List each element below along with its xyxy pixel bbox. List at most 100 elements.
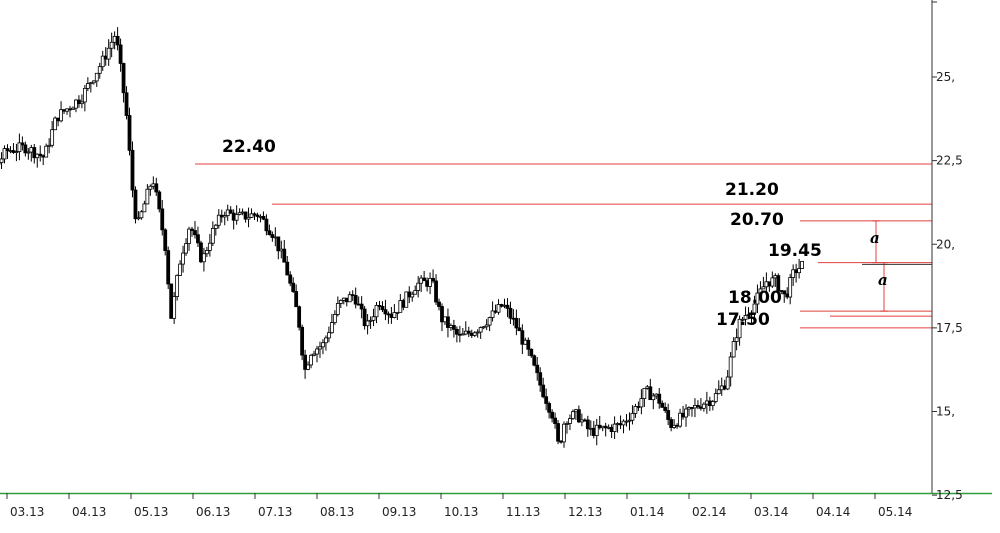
candle-body <box>262 216 265 219</box>
candle-body <box>702 404 705 408</box>
candle-body <box>488 317 491 325</box>
candle-body <box>247 217 250 219</box>
x-tick-label: 06.13 <box>196 505 230 519</box>
candle-body <box>613 424 616 431</box>
candle-body <box>405 292 408 307</box>
candle-body <box>414 290 417 294</box>
candle-body <box>375 305 378 316</box>
candle-body <box>628 420 631 421</box>
candle-body <box>71 108 74 109</box>
candle-body <box>729 357 732 377</box>
candle-body <box>670 420 673 428</box>
candle-body <box>604 426 607 428</box>
candle-body <box>679 413 682 426</box>
candle-body <box>173 297 176 319</box>
candle-body <box>696 405 699 406</box>
candle-body <box>485 325 488 327</box>
candle-body <box>179 264 182 275</box>
candle-body <box>521 331 524 345</box>
level-label: 19.45 <box>768 241 822 261</box>
candle-body <box>577 410 580 422</box>
candle-body <box>732 342 735 357</box>
candle-body <box>199 243 202 262</box>
level-label: 17.50 <box>716 310 770 330</box>
candle-body <box>708 401 711 406</box>
candle-body <box>589 428 592 429</box>
candle-body <box>134 190 137 219</box>
candle-body <box>557 424 560 442</box>
candle-body <box>342 298 345 300</box>
candle-body <box>307 365 310 369</box>
candle-body <box>690 407 693 408</box>
candle-body <box>60 110 63 121</box>
candle-body <box>619 424 622 425</box>
candle-body <box>333 314 336 322</box>
candle-body <box>211 228 214 243</box>
candle-body <box>384 310 387 314</box>
candle-body <box>66 109 69 111</box>
candle-body <box>765 282 768 287</box>
candle-body <box>664 407 667 410</box>
candle-body <box>301 327 304 355</box>
candle-body <box>205 250 208 253</box>
candle-body <box>440 307 443 322</box>
candle-body <box>241 212 244 213</box>
candle-body <box>455 329 458 334</box>
candle-body <box>625 421 628 422</box>
candle-body <box>259 216 262 217</box>
candle-body <box>188 229 191 243</box>
candle-body <box>595 425 598 435</box>
candle-body <box>336 303 339 314</box>
candle-body <box>292 283 295 291</box>
candle-body <box>699 407 702 408</box>
candle-body <box>176 275 179 296</box>
candle-body <box>345 298 348 302</box>
candle-body <box>601 426 604 427</box>
candle-body <box>563 424 566 442</box>
candle-body <box>390 314 393 317</box>
level-label: 18.00 <box>728 288 782 308</box>
candle-body <box>560 441 563 442</box>
candle-body <box>429 278 432 286</box>
candle-body <box>51 130 54 146</box>
candle-body <box>86 84 89 89</box>
candle-body <box>774 276 777 278</box>
candle-body <box>494 311 497 312</box>
candle-body <box>235 214 238 220</box>
candle-body <box>238 213 241 215</box>
candle-body <box>411 294 414 297</box>
candle-body <box>283 249 286 262</box>
candle-body <box>717 390 720 394</box>
candle-body <box>372 317 375 321</box>
candle-body <box>518 328 521 331</box>
candle-body <box>110 42 113 48</box>
candle-body <box>0 159 3 163</box>
candle-body <box>277 237 280 251</box>
candle-body <box>149 186 152 189</box>
candle-body <box>268 231 271 235</box>
candle-body <box>196 235 199 243</box>
candle-body <box>54 118 57 130</box>
candle-body <box>524 340 527 344</box>
candle-body <box>527 340 530 349</box>
candle-body <box>137 218 140 219</box>
candle-body <box>36 154 39 157</box>
candle-body <box>723 386 726 389</box>
candle-body <box>339 300 342 303</box>
candles-group <box>0 27 804 448</box>
candle-body <box>310 355 313 365</box>
candle-body <box>497 304 500 312</box>
candle-body <box>381 306 384 309</box>
candle-body <box>512 318 515 319</box>
candle-body <box>393 312 396 317</box>
candle-body <box>208 243 211 250</box>
x-tick-label: 05.14 <box>878 505 912 519</box>
candle-body <box>396 312 399 313</box>
candle-body <box>318 347 321 349</box>
candle-body <box>711 401 714 405</box>
candle-body <box>420 278 423 283</box>
x-tick-label: 03.14 <box>754 505 788 519</box>
candle-body <box>330 323 333 333</box>
y-tick-label: 25, <box>936 70 955 84</box>
candle-body <box>89 83 92 84</box>
